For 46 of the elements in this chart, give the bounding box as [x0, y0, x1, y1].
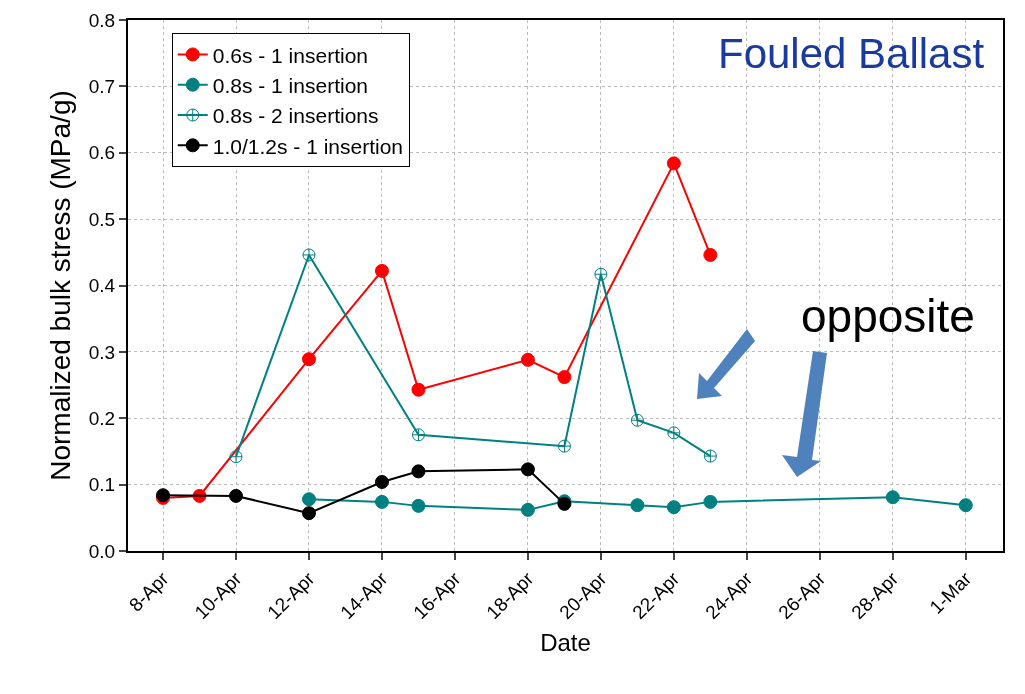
point	[885, 490, 900, 505]
y-tick-label: 0.4	[88, 275, 116, 297]
point	[374, 494, 389, 509]
point	[630, 498, 645, 513]
point	[557, 439, 571, 453]
y-tick-label: 0.1	[88, 474, 116, 496]
point	[703, 494, 718, 509]
legend-label: 0.6s - 1 insertion	[212, 43, 368, 67]
point	[302, 248, 316, 262]
point	[411, 382, 426, 397]
point	[229, 450, 243, 464]
point	[301, 352, 316, 367]
x-axis-title: Date	[540, 628, 591, 656]
point	[411, 464, 426, 479]
y-tick-label: 0.6	[88, 142, 116, 164]
y-tick-label: 0.2	[88, 407, 116, 429]
point	[520, 502, 535, 517]
y-tick-label: 0.5	[88, 208, 116, 230]
y-tick-label: 0.3	[88, 341, 116, 363]
point	[301, 492, 316, 507]
point	[520, 352, 535, 367]
legend-label: 0.8s - 2 insertions	[212, 104, 379, 128]
point	[557, 370, 572, 385]
legend-label: 1.0/1.2s - 1 insertion	[212, 134, 404, 158]
point	[667, 426, 681, 440]
point	[666, 156, 681, 171]
point	[958, 498, 973, 513]
y-tick-label: 0.7	[88, 76, 116, 98]
y-tick-label: 0.0	[88, 540, 116, 562]
point	[594, 267, 608, 281]
point	[374, 263, 389, 278]
point	[411, 498, 426, 513]
legend-label: 0.8s - 1 insertion	[212, 73, 368, 97]
point	[703, 247, 718, 262]
point	[666, 500, 681, 515]
annotation: Fouled Ballast	[718, 30, 985, 77]
point	[229, 488, 244, 503]
point	[630, 413, 644, 427]
point	[301, 506, 316, 521]
annotation: opposite	[801, 290, 975, 342]
y-tick-label: 0.8	[88, 9, 116, 31]
y-axis-title: Normalized bulk stress (MPa/g)	[44, 90, 76, 481]
point	[374, 474, 389, 489]
point	[520, 462, 535, 477]
point	[411, 428, 425, 442]
point	[703, 449, 717, 463]
